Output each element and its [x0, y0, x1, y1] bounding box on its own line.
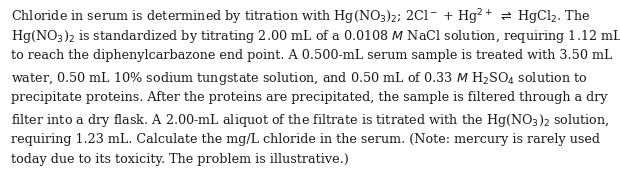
- Text: Chloride in serum is determined by titration with Hg(NO$_3$)$_2$; 2Cl$^-$ + Hg$^: Chloride in serum is determined by titra…: [11, 7, 591, 26]
- Text: water, 0.50 mL 10% sodium tungstate solution, and 0.50 mL of 0.33 $M$ H$_2$SO$_4: water, 0.50 mL 10% sodium tungstate solu…: [11, 70, 588, 87]
- Text: filter into a dry flask. A 2.00-mL aliquot of the filtrate is titrated with the : filter into a dry flask. A 2.00-mL aliqu…: [11, 112, 610, 129]
- Text: Hg(NO$_3$)$_2$ is standardized by titrating 2.00 mL of a 0.0108 $M$ NaCl solutio: Hg(NO$_3$)$_2$ is standardized by titrat…: [11, 28, 620, 45]
- Text: to reach the diphenylcarbazone end point. A 0.500-mL serum sample is treated wit: to reach the diphenylcarbazone end point…: [11, 49, 613, 62]
- Text: today due to its toxicity. The problem is illustrative.): today due to its toxicity. The problem i…: [11, 153, 349, 166]
- Text: requiring 1.23 mL. Calculate the mg/L chloride in the serum. (Note: mercury is r: requiring 1.23 mL. Calculate the mg/L ch…: [11, 133, 600, 145]
- Text: precipitate proteins. After the proteins are precipitated, the sample is filtere: precipitate proteins. After the proteins…: [11, 91, 608, 104]
